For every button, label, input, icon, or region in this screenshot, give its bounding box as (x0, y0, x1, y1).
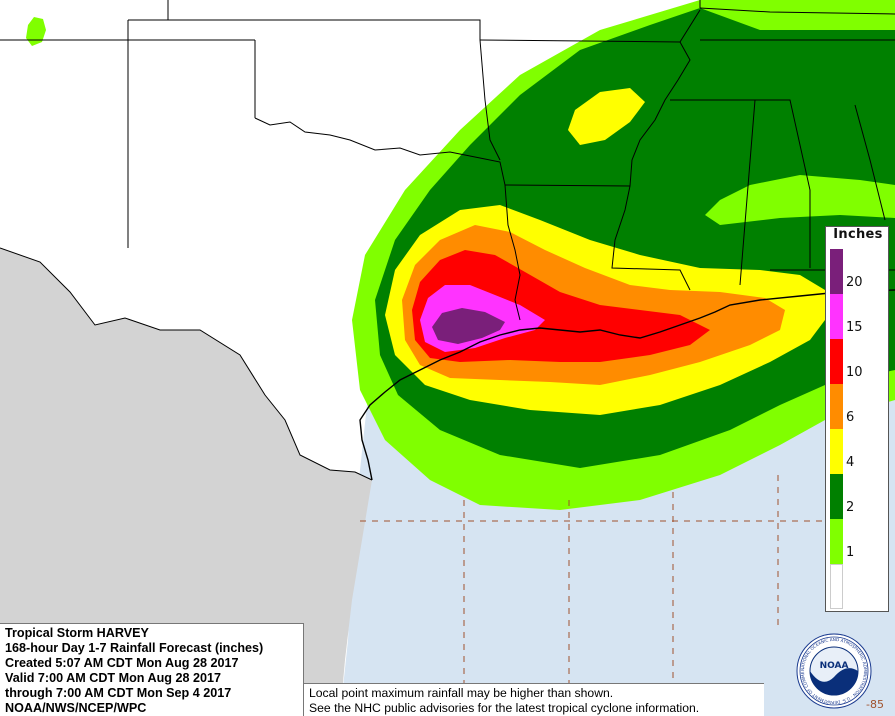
contour-1in-oklahoma (26, 17, 46, 46)
lat-lon-grid (360, 475, 825, 716)
rainfall-contours (26, 0, 895, 510)
disclaimer-box: Local point maximum rainfall may be high… (304, 683, 764, 716)
disclaimer-line-2: See the NHC public advisories for the la… (309, 700, 700, 715)
contour-4in-north (568, 88, 645, 145)
legend-label-0: 20 (846, 275, 863, 290)
legend-swatch-1 (830, 294, 843, 339)
legend-swatch-3 (830, 384, 843, 429)
border-tn (699, 7, 895, 15)
legend-label-6: 1 (846, 545, 855, 560)
border-tx-mx (0, 247, 373, 481)
border-ok-ar (479, 39, 501, 161)
legend: Inches 20 15 10 6 4 2 1 (825, 226, 889, 612)
noaa-logo: NATIONAL OCEANIC AND ATMOSPHERIC ADMINIS… (796, 633, 872, 709)
border-ar-la (504, 184, 631, 187)
disclaimer-line-1: Local point maximum rainfall may be high… (309, 686, 614, 700)
mexico-land (0, 248, 372, 716)
border-east (854, 104, 886, 221)
legend-title: Inches (833, 227, 883, 242)
valid-start: Valid 7:00 AM CDT Mon Aug 28 2017 (5, 671, 222, 685)
border-ok-north (128, 19, 481, 40)
contour-20in (432, 308, 505, 344)
valid-end: through 7:00 AM CDT Mon Sep 4 2017 (5, 686, 232, 700)
corner-longitude-label: -85 (866, 698, 884, 711)
legend-label-4: 4 (846, 455, 855, 470)
legend-swatch-4 (830, 429, 843, 474)
forecast-info-box: Tropical Storm HARVEY 168-hour Day 1-7 R… (0, 623, 304, 716)
legend-swatch-0 (830, 249, 843, 294)
border-mississippi-river (611, 41, 691, 291)
legend-swatch-5 (830, 474, 843, 519)
forecast-title: 168-hour Day 1-7 Rainfall Forecast (inch… (5, 641, 264, 655)
created-time: Created 5:07 AM CDT Mon Aug 28 2017 (5, 656, 239, 670)
legend-swatch-6 (830, 519, 843, 564)
legend-label-5: 2 (846, 500, 855, 515)
border-tx-la (504, 184, 521, 321)
border-ar-north (479, 39, 681, 43)
gulf-coastline (359, 289, 895, 481)
legend-label-1: 15 (846, 320, 863, 335)
border-al-ga (755, 99, 811, 268)
storm-name: Tropical Storm HARVEY (5, 626, 149, 640)
legend-swatch-2 (830, 339, 843, 384)
legend-label-2: 10 (846, 365, 863, 380)
agency: NOAA/NWS/NCEP/WPC (5, 701, 147, 715)
logo-text: NOAA (820, 661, 849, 671)
contour-1in-inner (705, 175, 895, 225)
legend-swatch-7 (830, 564, 843, 609)
legend-label-3: 6 (846, 410, 855, 425)
state-borders (0, 0, 895, 481)
border-red-river (128, 39, 506, 186)
